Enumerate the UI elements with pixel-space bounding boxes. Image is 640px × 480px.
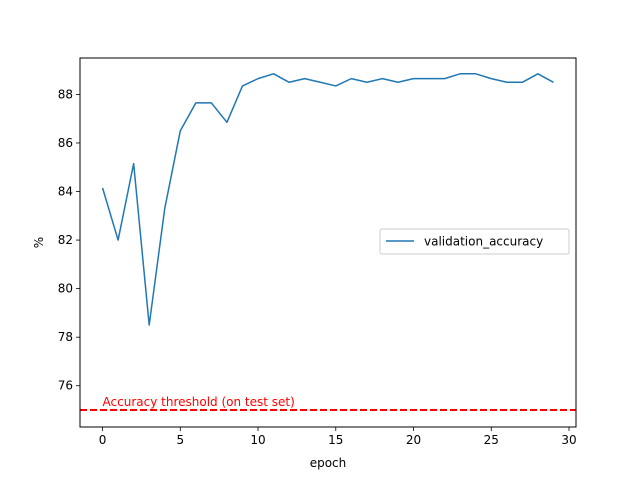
y-tick-label: 78 xyxy=(58,330,73,344)
legend-label-validation-accuracy: validation_accuracy xyxy=(424,235,543,249)
x-tick-label: 30 xyxy=(561,433,576,447)
y-axis-label: % xyxy=(32,237,46,248)
x-tick-label: 0 xyxy=(99,433,107,447)
y-tick-label: 84 xyxy=(58,185,73,199)
threshold-annotation-label: Accuracy threshold (on test set) xyxy=(103,395,295,409)
x-tick-label: 20 xyxy=(406,433,421,447)
legend-box xyxy=(379,228,570,255)
legend: validation_accuracy xyxy=(379,228,570,255)
marks-layer: Accuracy threshold (on test set) xyxy=(80,73,576,412)
plot-frame xyxy=(79,57,577,428)
x-tick-label: 10 xyxy=(250,433,265,447)
x-tick-label: 15 xyxy=(328,433,343,447)
x-tick-label: 5 xyxy=(176,433,184,447)
y-tick-label: 82 xyxy=(58,233,73,247)
x-tick-label: 25 xyxy=(484,433,499,447)
series-line-validation-accuracy xyxy=(101,73,554,326)
y-tick-label: 80 xyxy=(58,282,73,296)
ticks-layer: 0 5 10 15 20 25 30 76 78 80 82 84 86 88 xyxy=(58,87,577,447)
y-tick-label: 86 xyxy=(58,136,73,150)
x-axis-label: epoch xyxy=(310,456,347,470)
y-tick-label: 76 xyxy=(58,379,73,393)
y-tick-label: 88 xyxy=(58,87,73,101)
